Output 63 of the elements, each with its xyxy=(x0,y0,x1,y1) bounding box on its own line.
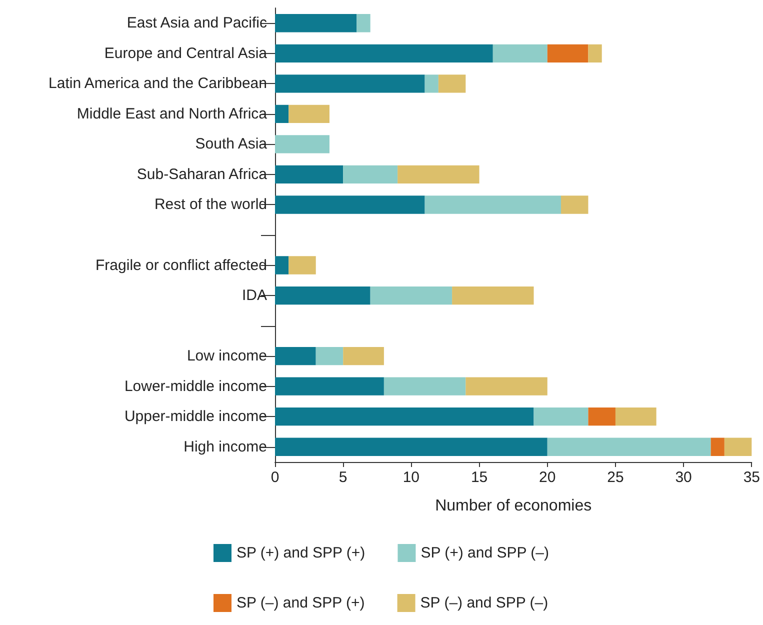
bar xyxy=(534,408,588,426)
bar xyxy=(724,438,752,456)
bar xyxy=(275,408,534,426)
x-tick-label: 35 xyxy=(743,469,760,486)
bar xyxy=(384,377,466,396)
bar xyxy=(275,438,548,456)
bar xyxy=(547,44,588,62)
y-tick-label: Lower-middle income xyxy=(124,378,267,395)
bar xyxy=(588,44,602,62)
x-tick-label: 5 xyxy=(338,469,348,486)
bar xyxy=(398,165,480,184)
bar xyxy=(275,377,384,396)
bar xyxy=(547,438,711,456)
y-tick-label: Rest of the world xyxy=(154,196,267,214)
bar xyxy=(452,286,534,305)
bar xyxy=(370,286,452,305)
legend-label: SP (–) and SPP (+) xyxy=(236,594,365,612)
bar xyxy=(275,74,425,93)
y-tick-label: Middle East and North Africa xyxy=(76,105,268,122)
bar xyxy=(343,165,398,184)
y-tick-label: Upper-middle income xyxy=(124,408,267,426)
y-tick-label: Sub-Saharan Africa xyxy=(136,166,268,183)
x-axis-title: Number of economies xyxy=(435,498,592,514)
bar xyxy=(424,74,438,93)
bar xyxy=(275,196,425,214)
bar xyxy=(275,44,493,62)
bar xyxy=(588,408,616,426)
bar xyxy=(288,256,316,274)
y-tick-label: Low income xyxy=(186,348,267,365)
bar xyxy=(356,14,370,32)
x-tick-label: 20 xyxy=(539,469,556,486)
legend-label: SP (+) and SPP (–) xyxy=(420,544,549,562)
bar xyxy=(710,438,724,456)
legend-label: SP (–) and SPP (–) xyxy=(420,594,548,612)
x-tick-label: 30 xyxy=(675,469,692,486)
y-tick-label: IDA xyxy=(242,287,267,304)
x-tick-label: 0 xyxy=(270,469,280,486)
x-tick-label: 15 xyxy=(470,469,488,486)
bar xyxy=(466,377,548,396)
bar xyxy=(275,104,289,124)
y-tick-label: East Asia and Pacific xyxy=(126,14,268,32)
bar xyxy=(275,346,316,366)
bar xyxy=(615,408,656,426)
y-tick-label: High income xyxy=(184,438,267,456)
bar xyxy=(560,196,588,214)
bar xyxy=(492,44,548,62)
bar xyxy=(424,196,561,214)
bar xyxy=(275,14,357,32)
x-tick-label: 10 xyxy=(402,469,420,486)
bar xyxy=(438,74,466,93)
legend-label: SP (+) and SPP (+) xyxy=(236,544,366,562)
bar xyxy=(275,256,289,274)
bar xyxy=(316,346,344,366)
bar xyxy=(343,346,384,366)
y-tick-label: Europe and Central Asia xyxy=(104,44,268,62)
bar xyxy=(288,104,330,124)
bar xyxy=(275,286,370,305)
y-tick-label: Latin America and the Caribbean xyxy=(48,75,267,92)
bar xyxy=(275,135,330,154)
bar xyxy=(275,165,344,184)
y-tick-label: Fragile or conflict affected xyxy=(96,256,267,274)
x-tick-label: 25 xyxy=(607,469,624,486)
y-tick-label: South Asia xyxy=(195,136,268,153)
